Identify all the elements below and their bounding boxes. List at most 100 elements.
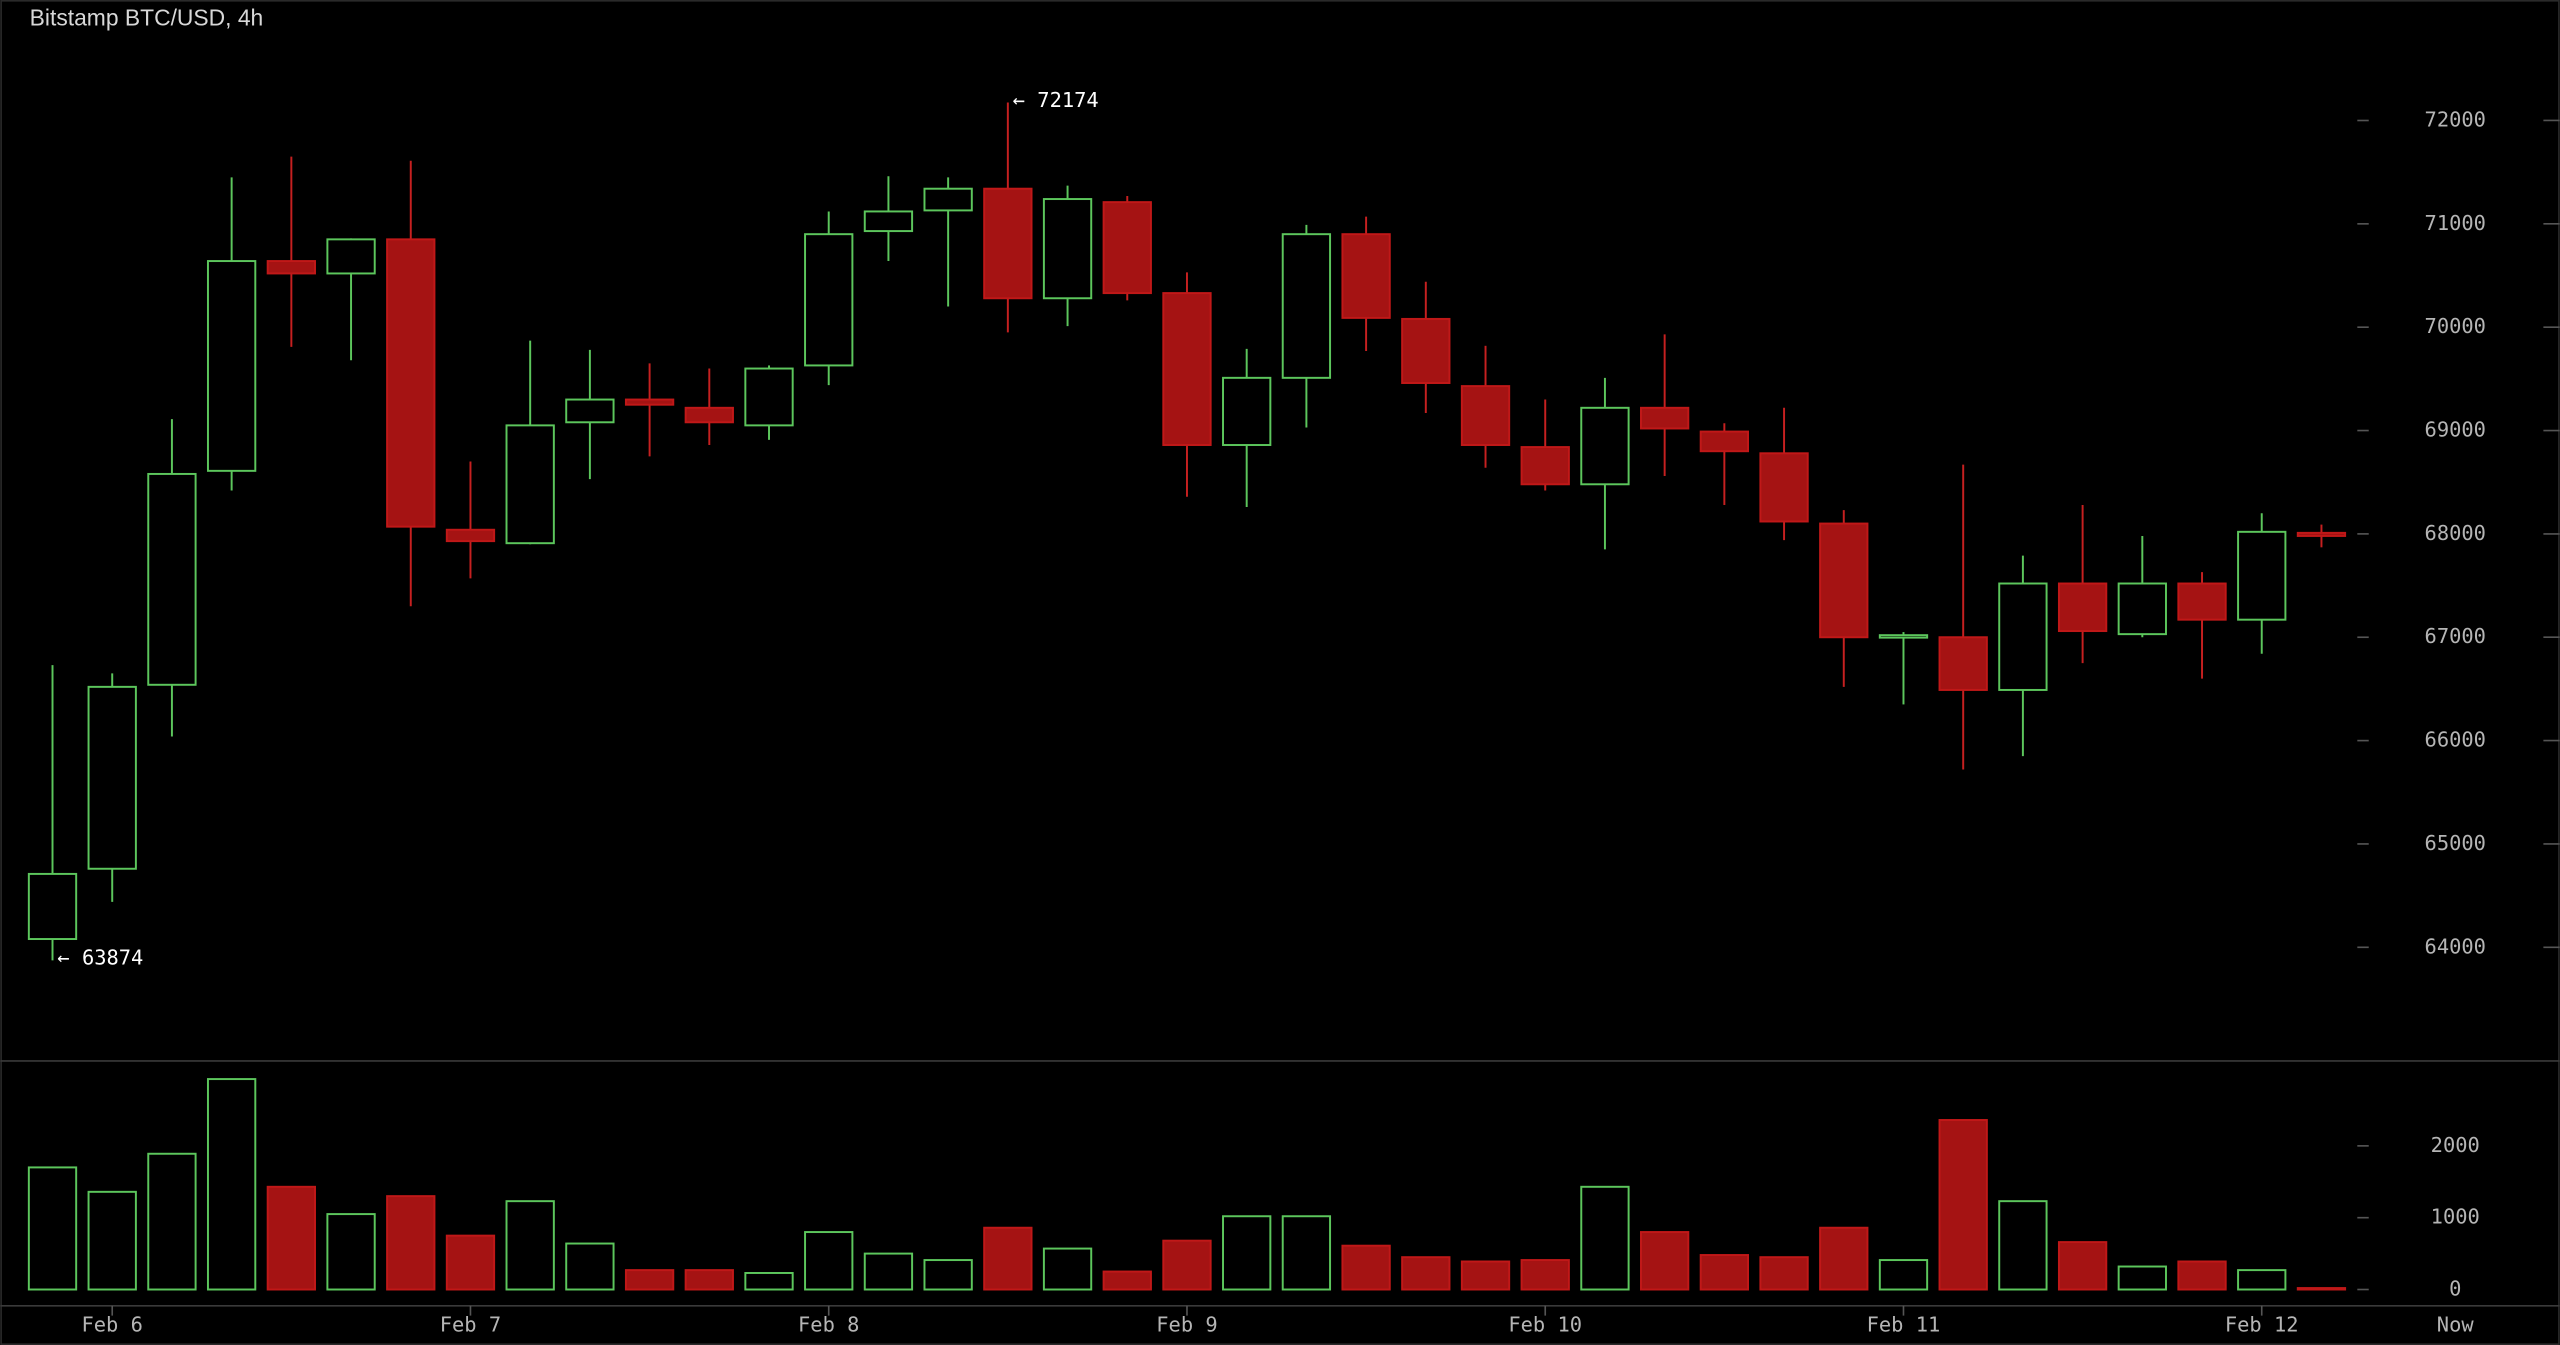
candle-body	[1878, 634, 1929, 639]
y-tick-label: 69000	[2425, 418, 2486, 442]
candle-body	[1401, 317, 1451, 384]
volume-bar	[206, 1078, 257, 1291]
volume-bar	[624, 1269, 675, 1291]
volume-bar	[1938, 1119, 1988, 1291]
y-tick-label: 66000	[2425, 728, 2486, 752]
candle-body	[923, 187, 973, 212]
volume-bar	[863, 1252, 914, 1291]
volume-bar	[1401, 1256, 1451, 1291]
x-tick-label: Feb 7	[440, 1312, 501, 1336]
candle-body	[1938, 636, 1988, 691]
candle-body	[1460, 385, 1511, 446]
volume-bar	[2117, 1265, 2167, 1291]
candle-body	[2117, 582, 2167, 636]
y-tick-label: 68000	[2425, 521, 2486, 545]
volume-bar	[147, 1152, 197, 1291]
volume-bar	[87, 1190, 137, 1291]
x-tick-label: Feb 11	[1867, 1312, 1941, 1336]
candle-body	[1699, 430, 1750, 453]
y-tick-label: 64000	[2425, 934, 2486, 958]
candle-body	[744, 367, 794, 427]
volume-bar	[1699, 1254, 1750, 1291]
candle-body	[983, 187, 1033, 300]
volume-bar	[1162, 1239, 1212, 1291]
volume-bar	[1819, 1226, 1869, 1291]
volume-bar	[565, 1242, 615, 1291]
volume-bar	[1102, 1270, 1152, 1291]
volume-bar	[684, 1269, 734, 1291]
candle-body	[624, 398, 675, 406]
candle-body	[2057, 582, 2108, 633]
candle-body	[1222, 376, 1272, 446]
candle-body	[1580, 406, 1630, 486]
volume-bar	[386, 1195, 436, 1291]
candle-body	[147, 472, 197, 686]
volume-bar	[505, 1200, 555, 1291]
candle-body	[27, 872, 78, 941]
volume-bar	[445, 1234, 496, 1291]
candle-body	[1639, 406, 1690, 430]
x-tick-label: Feb 10	[1508, 1312, 1582, 1336]
volume-bar	[266, 1185, 316, 1291]
x-end-label: Now	[2437, 1312, 2475, 1336]
volume-tick-label: 0	[2449, 1277, 2461, 1301]
volume-bar	[804, 1231, 854, 1291]
candle-body	[1759, 452, 1809, 523]
high-annotation: ← 72174	[1013, 88, 1099, 112]
volume-bar	[983, 1226, 1033, 1291]
volume-bar	[1460, 1260, 1511, 1291]
candle-body	[266, 260, 316, 275]
volume-bar	[1759, 1256, 1809, 1291]
candle-body	[2296, 531, 2347, 537]
candle-body	[1819, 522, 1869, 639]
candle-body	[1341, 233, 1391, 319]
candle-body	[206, 260, 257, 472]
candle-body	[684, 406, 734, 424]
candle-body	[326, 238, 376, 275]
volume-bar	[1222, 1215, 1272, 1291]
y-tick-label: 70000	[2425, 314, 2486, 338]
volume-bar	[27, 1166, 78, 1291]
candle-body	[386, 238, 436, 528]
low-annotation: ← 63874	[57, 946, 143, 970]
chart-title: Bitstamp BTC/USD, 4h	[30, 5, 264, 31]
volume-bar	[1520, 1259, 1570, 1291]
volume-bar	[1341, 1244, 1391, 1291]
x-tick-label: Feb 9	[1156, 1312, 1217, 1336]
candle-body	[87, 685, 137, 870]
x-tick-label: Feb 12	[2225, 1312, 2299, 1336]
y-tick-label: 67000	[2425, 624, 2486, 648]
candle-body	[1998, 582, 2048, 691]
x-tick-label: Feb 6	[82, 1312, 143, 1336]
volume-tick-label: 1000	[2431, 1205, 2480, 1229]
volume-bar	[744, 1272, 794, 1291]
candle-body	[863, 210, 914, 233]
x-tick-label: Feb 8	[798, 1312, 859, 1336]
volume-bar	[2296, 1287, 2347, 1291]
candle-body	[2237, 530, 2287, 621]
volume-bar	[2057, 1241, 2108, 1291]
volume-bar	[1580, 1185, 1630, 1291]
volume-bar	[1639, 1231, 1690, 1291]
candle-body	[1520, 446, 1570, 486]
candle-body	[1042, 198, 1093, 300]
y-tick-label: 65000	[2425, 831, 2486, 855]
volume-bar	[2237, 1269, 2287, 1291]
volume-bar	[1042, 1247, 1093, 1291]
candle-body	[445, 528, 496, 543]
volume-tick-label: 2000	[2431, 1133, 2480, 1157]
candle-body	[1162, 292, 1212, 446]
volume-bar	[923, 1259, 973, 1291]
candle-body	[505, 424, 555, 545]
candle-body	[804, 233, 854, 367]
volume-bar	[326, 1213, 376, 1291]
volume-bar	[1878, 1259, 1929, 1291]
volume-bar	[2177, 1260, 2227, 1291]
volume-bar	[1998, 1200, 2048, 1291]
candle-body	[1102, 201, 1152, 295]
y-tick-label: 71000	[2425, 211, 2486, 235]
candle-body	[1281, 233, 1332, 379]
volume-bar	[1281, 1215, 1332, 1291]
